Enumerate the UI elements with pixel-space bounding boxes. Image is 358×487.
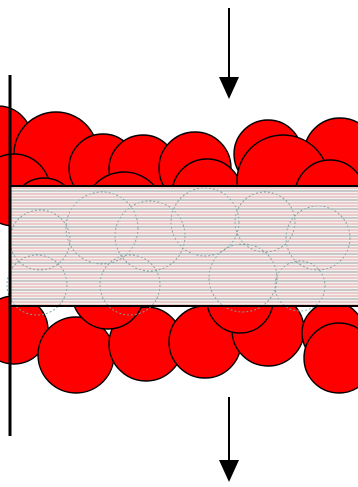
particle-outline-behind-band-10: [274, 260, 326, 312]
arrow-bottom: [219, 397, 239, 482]
particle-outline-behind-band-9: [208, 243, 278, 313]
particle-outline-behind-band-8: [99, 254, 161, 316]
red-particle-bottom-7: [303, 322, 358, 394]
particle-outline-behind-band-6: [285, 205, 351, 271]
particle-outline-behind-band-7: [6, 254, 68, 316]
particle-outline-behind-band-5: [234, 191, 296, 253]
arrow-top: [219, 8, 239, 99]
particle-outline-behind-band-3: [114, 200, 186, 272]
particle-outline-behind-band-2: [65, 191, 139, 265]
striped-band: [6, 185, 358, 316]
band-background: [10, 186, 358, 306]
particle-outline-behind-band-1: [9, 209, 71, 271]
particle-outline-behind-band-4: [170, 187, 240, 257]
